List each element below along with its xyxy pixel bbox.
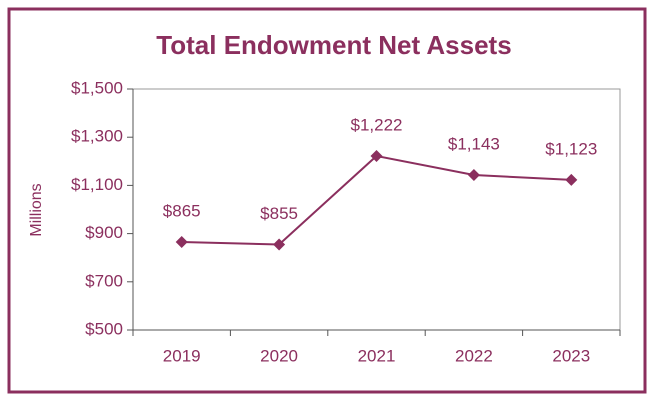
y-tick-label: $900 <box>85 223 123 242</box>
marker <box>370 149 383 162</box>
data-label: $1,123 <box>545 139 597 158</box>
x-tick-label: 2020 <box>260 346 298 365</box>
y-axis-label: Millions <box>28 183 45 236</box>
y-tick-label: $1,100 <box>71 175 123 194</box>
x-tick-label: 2022 <box>455 346 493 365</box>
data-label: $865 <box>163 202 201 221</box>
chart-title: Total Endowment Net Assets <box>156 30 511 60</box>
x-tick-label: 2019 <box>163 346 201 365</box>
y-tick-label: $1,500 <box>71 78 123 97</box>
marker <box>467 169 480 182</box>
x-tick-label: 2021 <box>358 346 396 365</box>
y-tick-label: $500 <box>85 319 123 338</box>
marker <box>565 173 578 186</box>
y-tick-label: $700 <box>85 271 123 290</box>
x-tick-label: 2023 <box>552 346 590 365</box>
y-tick-label: $1,300 <box>71 127 123 146</box>
data-label: $1,143 <box>448 135 500 154</box>
marker <box>175 236 188 249</box>
data-label: $1,222 <box>351 115 403 134</box>
marker <box>273 238 286 251</box>
data-label: $855 <box>260 204 298 223</box>
